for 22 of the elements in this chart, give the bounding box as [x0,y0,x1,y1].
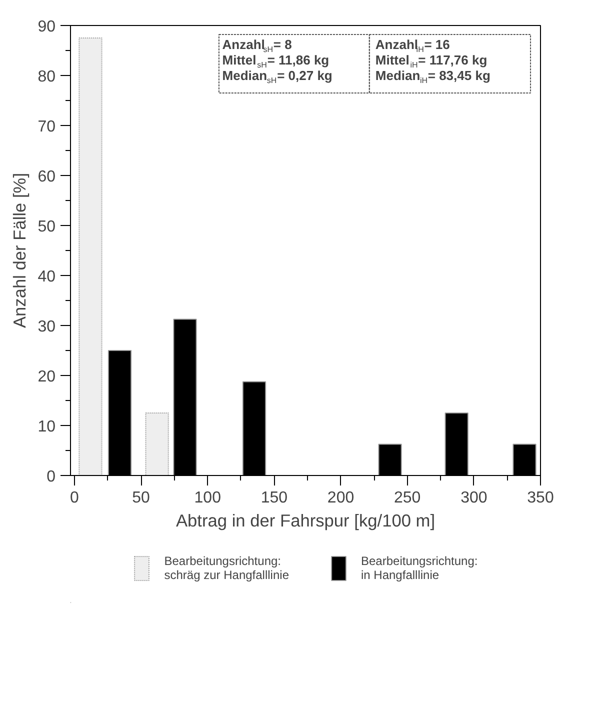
y-tick-label: 40 [38,268,56,286]
y-tick-label: 10 [38,418,56,436]
x-tick-label: 150 [260,490,288,506]
x-tick-label: 250 [394,490,421,506]
x-tick-label: 100 [194,490,222,506]
x-tick-label: 0 [70,490,80,506]
y-tick-label: 20 [38,368,56,386]
y-tick-label: 0 [46,468,56,486]
y-tick-label: 60 [38,168,56,186]
legend-label: Bearbeitungsrichtung: schräg zur Hangfalllinie [164,553,289,583]
y-axis-title: Anzahl der Fälle [%] [10,172,30,328]
y-tick-label: 50 [38,218,56,236]
y-tick-label: 30 [38,318,56,336]
y-tick-label: 90 [38,18,56,36]
y-tick-label: 70 [38,118,56,136]
x-tick-label: 200 [327,490,354,506]
legend-label: Bearbeitungsrichtung: in Hangfalllinie [360,553,478,583]
x-tick-label: 350 [527,490,554,506]
x-tick-label: 50 [132,490,150,506]
x-axis-title: Abtrag in der Fahrspur [kg/100 m] [176,510,436,530]
x-tick-label: 300 [460,490,488,506]
y-tick-label: 80 [38,68,56,86]
